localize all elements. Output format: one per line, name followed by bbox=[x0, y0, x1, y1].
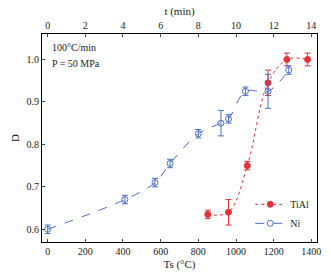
svg-text:12: 12 bbox=[269, 20, 279, 31]
svg-text:14: 14 bbox=[306, 20, 316, 31]
svg-text:TiAl: TiAl bbox=[290, 199, 309, 210]
svg-text:D: D bbox=[9, 134, 21, 142]
svg-text:800: 800 bbox=[191, 246, 206, 257]
svg-text:0.8: 0.8 bbox=[27, 139, 40, 150]
svg-text:0.9: 0.9 bbox=[27, 96, 40, 107]
svg-text:100°C/min: 100°C/min bbox=[52, 42, 96, 53]
svg-text:Ts (°C): Ts (°C) bbox=[163, 258, 195, 271]
svg-text:1200: 1200 bbox=[264, 246, 284, 257]
svg-text:1.0: 1.0 bbox=[27, 54, 40, 65]
svg-text:2: 2 bbox=[83, 20, 88, 31]
svg-text:0: 0 bbox=[45, 20, 50, 31]
svg-text:400: 400 bbox=[115, 246, 130, 257]
svg-text:200: 200 bbox=[78, 246, 93, 257]
svg-text:600: 600 bbox=[153, 246, 168, 257]
svg-text:6: 6 bbox=[158, 20, 163, 31]
svg-text:4: 4 bbox=[120, 20, 125, 31]
svg-text:Ni: Ni bbox=[290, 218, 300, 229]
svg-text:0.6: 0.6 bbox=[27, 224, 40, 235]
svg-text:1400: 1400 bbox=[301, 246, 321, 257]
svg-text:8: 8 bbox=[196, 20, 201, 31]
svg-text:1000: 1000 bbox=[226, 246, 246, 257]
svg-text:P = 50 MPa: P = 50 MPa bbox=[52, 58, 100, 69]
svg-text:10: 10 bbox=[231, 20, 241, 31]
svg-text:t (min): t (min) bbox=[164, 5, 195, 18]
svg-text:0.7: 0.7 bbox=[27, 181, 40, 192]
svg-text:0: 0 bbox=[45, 246, 50, 257]
